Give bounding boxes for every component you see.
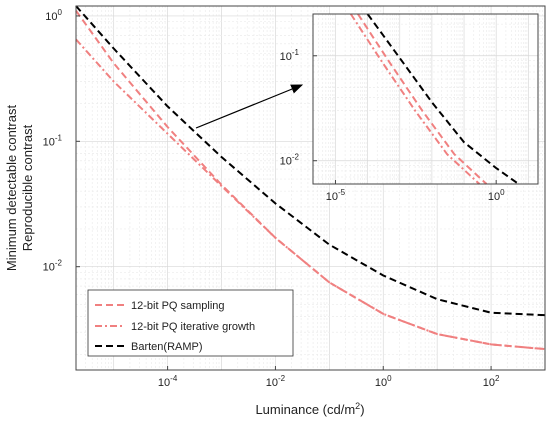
main-xtick-label: 10-2	[266, 374, 286, 389]
inset-series-2	[366, 13, 520, 185]
zoom-arrow	[195, 84, 304, 129]
tick-base: 10	[43, 136, 55, 148]
tick-base: 10	[158, 377, 170, 389]
tick-exp: -4	[170, 374, 178, 383]
inset-background	[313, 14, 538, 184]
tick-base: 10	[43, 262, 55, 274]
inset-xtick-label: 10-5	[326, 188, 346, 203]
x-axis-label: Luminance (cd/m2)	[255, 401, 364, 417]
tick-base: 10	[45, 11, 57, 23]
main-xtick-label: 100	[375, 374, 392, 389]
main-ytick-label: 10-2	[43, 259, 63, 274]
inset-series-0	[357, 13, 488, 185]
tick-exp: -2	[292, 153, 300, 162]
inset-ytick-label: 10-1	[280, 48, 300, 63]
tick-exp: 0	[387, 374, 392, 383]
x-axis-label-sup: 2	[355, 401, 360, 411]
x-axis-label-tail: )	[360, 402, 364, 417]
legend-label-pq-iterative: 12-bit PQ iterative growth	[131, 321, 255, 333]
tick-base: 10	[280, 51, 292, 63]
main-xtick-label: 10-4	[158, 374, 178, 389]
inset-frame	[312, 13, 539, 185]
tick-base: 10	[488, 191, 500, 203]
tick-exp: -1	[55, 133, 63, 142]
tick-exp: -2	[278, 374, 286, 383]
main-series-1	[75, 38, 546, 351]
legend-label-barten: Barten(RAMP)	[131, 341, 203, 353]
tick-base: 10	[326, 191, 338, 203]
tick-exp: 0	[58, 8, 63, 17]
tick-exp: -5	[338, 188, 346, 197]
y-axis-label-line1: Minimum detectable contrast	[4, 105, 19, 272]
tick-base: 10	[375, 377, 387, 389]
inset-series-layer	[349, 13, 520, 185]
tick-base: 10	[280, 156, 292, 168]
tick-exp: -1	[292, 48, 300, 57]
inset-ytick-label: 10-2	[280, 153, 300, 168]
main-series-2	[75, 5, 546, 317]
main-series-layer	[75, 5, 546, 351]
tick-exp: 2	[495, 374, 500, 383]
tick-base: 10	[483, 377, 495, 389]
inset-series-1	[349, 13, 481, 185]
main-plot-frame	[75, 5, 546, 371]
main-xtick-label: 102	[483, 374, 500, 389]
legend: 12-bit PQ sampling 12-bit PQ iterative g…	[87, 289, 294, 357]
tick-exp: 0	[500, 188, 505, 197]
x-axis-label-main: Luminance (cd/m	[255, 402, 355, 417]
tick-base: 10	[266, 377, 278, 389]
tick-exp: -2	[55, 259, 63, 268]
legend-label-pq-sampling: 12-bit PQ sampling	[131, 300, 225, 312]
main-ytick-label: 100	[45, 8, 62, 23]
main-ytick-label: 10-1	[43, 133, 63, 148]
y-axis-label-line2: Reproducible contrast	[20, 124, 35, 251]
inset-xtick-label: 100	[488, 188, 505, 203]
